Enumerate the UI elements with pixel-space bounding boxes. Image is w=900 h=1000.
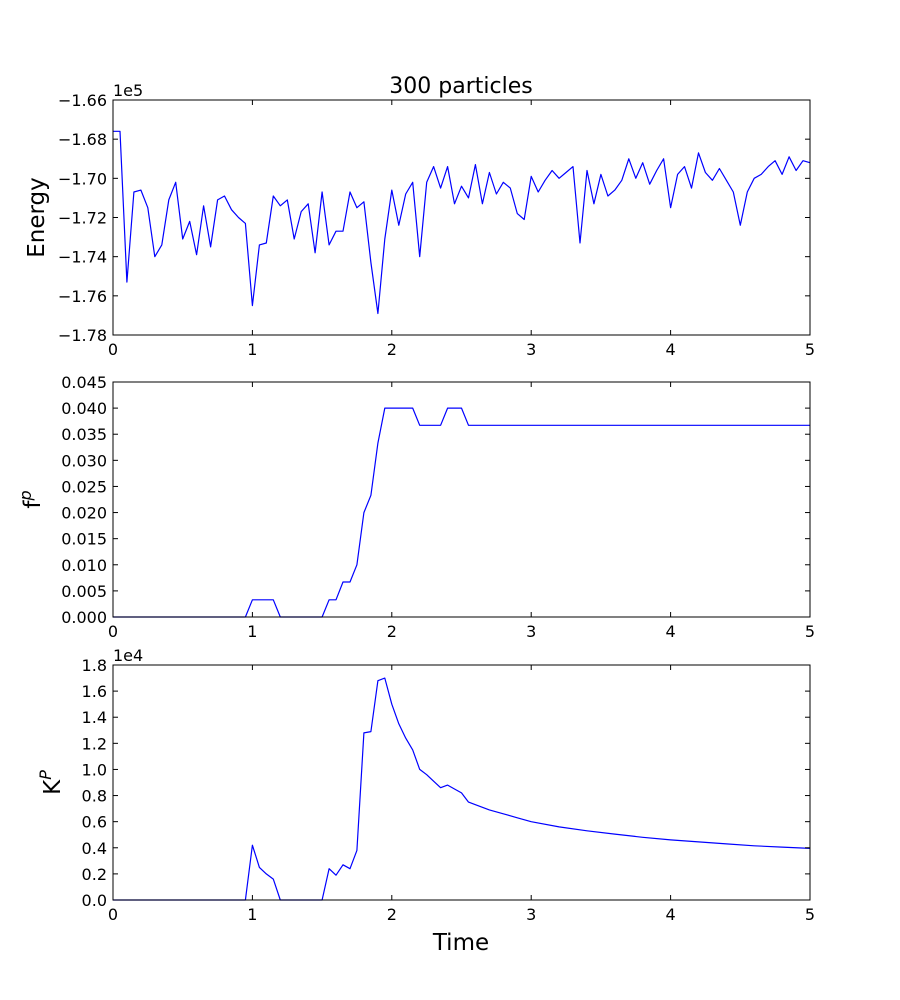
energy-ytick-label: −1.76: [58, 287, 107, 306]
figure-title: 300 particles: [389, 74, 532, 99]
energy-xtick-label: 3: [526, 340, 536, 359]
energy-ytick-label: −1.74: [58, 248, 107, 267]
fp-xtick-label: 4: [666, 622, 676, 641]
energy-ytick-label: −1.66: [58, 91, 107, 110]
energy-xtick-label: 1: [247, 340, 257, 359]
fp-ytick-label: 0.025: [61, 477, 107, 496]
kp-xtick-label: 3: [526, 905, 536, 924]
kp-xtick-label: 5: [805, 905, 815, 924]
panel-energy: 0 1 2 3 4 5 −1.78 −1.76 −1.74 −1.72 −1.70 −1.68 −1.6…: [24, 81, 815, 359]
x-axis-label: Time: [432, 930, 489, 956]
energy-xtick-label: 0: [108, 340, 118, 359]
energy-offset-multiplier: 1e5: [113, 81, 143, 100]
fp-axes-frame: [112, 381, 811, 618]
fp-ytick-label: 0.010: [61, 556, 107, 575]
energy-series-line: [113, 130, 811, 315]
energy-y-axis-label: Energy: [24, 177, 50, 258]
energy-ytick-label: −1.72: [58, 209, 107, 228]
kp-ytick-label: 1.0: [82, 760, 107, 779]
fp-xtick-label: 3: [526, 622, 536, 641]
fp-y-axis-label-superscript: p: [16, 490, 35, 501]
panel-fp: 0 1 2 3 4 5 0.000 0.005 0.010 0.015 0.020 0.025 0.03…: [16, 373, 816, 641]
kp-ytick-label: 0.0: [82, 891, 107, 910]
kp-ytick-label: 1.8: [82, 656, 107, 675]
chart-panels: 0 1 2 3 4 5 −1.78 −1.76 −1.74 −1.72 −1.70 −1.68 −1.6…: [16, 81, 816, 924]
fp-ytick-label: 0.020: [61, 504, 107, 523]
energy-xtick-label: 5: [805, 340, 815, 359]
fp-series-line: [113, 407, 810, 618]
energy-ytick-label: −1.70: [58, 169, 107, 188]
kp-ytick-label: 0.6: [82, 813, 107, 832]
kp-xtick-label: 0: [108, 905, 118, 924]
fp-ytick-label: 0.005: [61, 582, 107, 601]
kp-xtick-label: 1: [247, 905, 257, 924]
kp-ytick-label: 1.6: [82, 682, 107, 701]
kp-xtick-label: 4: [666, 905, 676, 924]
fp-xtick-label: 1: [247, 622, 257, 641]
fp-ytick-label: 0.045: [61, 373, 107, 392]
kp-ytick-label: 0.4: [82, 839, 107, 858]
kp-ytick-label: 1.4: [82, 708, 107, 727]
energy-xtick-label: 2: [387, 340, 397, 359]
kp-y-axis-label-superscript: P: [36, 770, 55, 780]
kp-series-line: [113, 677, 811, 901]
fp-xtick-label: 2: [387, 622, 397, 641]
kp-axes-frame: [112, 664, 811, 901]
kp-xtick-label: 2: [387, 905, 397, 924]
fp-ytick-label: 0.030: [61, 451, 107, 470]
panel-kp: 0 1 2 3 4 50.00.20.40.60.81.01.21.41.61.81e4K…: [36, 646, 816, 924]
fp-ytick-label: 0.035: [61, 425, 107, 444]
energy-ytick-label: −1.78: [58, 326, 107, 345]
fp-xtick-label: 0: [108, 622, 118, 641]
fp-ytick-label: 0.040: [61, 399, 107, 418]
kp-ytick-label: 1.2: [82, 734, 107, 753]
kp-ytick-label: 0.2: [82, 865, 107, 884]
energy-ytick-label: −1.68: [58, 130, 107, 149]
fp-ytick-label: 0.015: [61, 530, 107, 549]
kp-offset-multiplier: 1e4: [113, 646, 143, 665]
fp-xtick-label: 5: [805, 622, 815, 641]
energy-xtick-label: 4: [666, 340, 676, 359]
fp-ytick-label: 0.000: [61, 608, 107, 627]
kp-ytick-label: 0.8: [82, 787, 107, 806]
energy-axes-frame: [112, 99, 811, 336]
